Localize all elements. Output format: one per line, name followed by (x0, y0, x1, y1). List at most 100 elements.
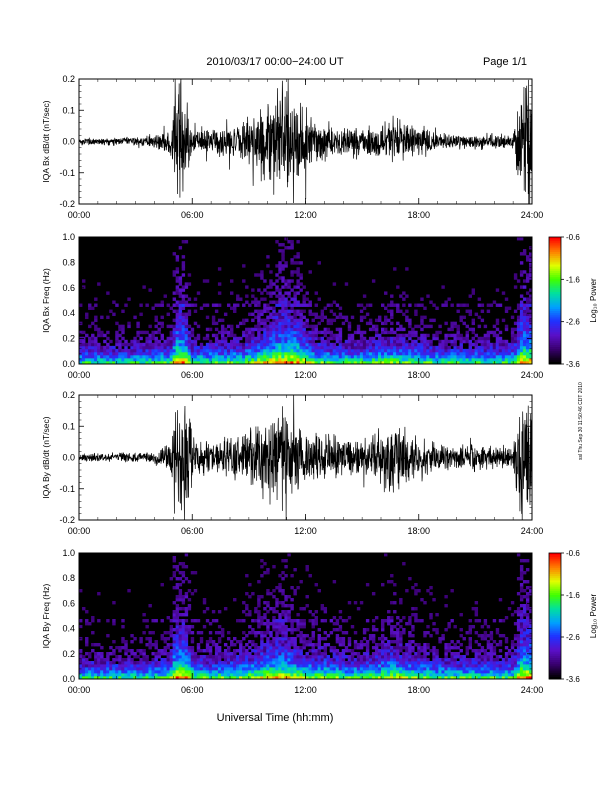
spectrogram-cell (411, 646, 415, 650)
spectrogram-cell (414, 333, 418, 338)
spectrogram-cell (510, 655, 515, 659)
spectrogram-cell (190, 661, 195, 665)
spectrogram-cell (368, 339, 373, 344)
spectrogram-cell (202, 676, 207, 680)
spectrogram-cell (498, 673, 503, 677)
spectrogram-cell (157, 664, 161, 668)
spectrogram-cell (275, 300, 279, 304)
spectrogram-cell (468, 351, 472, 356)
spectrogram-cell (193, 676, 198, 680)
colorbar-segment (549, 557, 561, 560)
spectrogram-cell (390, 294, 394, 298)
spectrogram-cell (293, 360, 297, 365)
spectrogram-cell (151, 348, 155, 353)
spectrogram-cell (405, 661, 409, 665)
spectrogram-cell (293, 655, 297, 659)
spectrogram-cell (483, 348, 488, 353)
spectrogram-cell (290, 607, 294, 611)
spectrogram-cell (420, 318, 424, 323)
spectrogram-cell (251, 333, 255, 338)
spectrogram-cell (100, 670, 104, 674)
spectrogram-cell (290, 297, 294, 301)
spectrogram-cell (202, 655, 207, 659)
spectrogram-cell (329, 342, 334, 347)
spectrogram-cell (124, 360, 128, 365)
spectrogram-cell (501, 351, 506, 356)
y-tick-label: -0.1 (59, 168, 75, 178)
spectrogram-cell (296, 312, 300, 317)
spectrogram-cell (308, 336, 312, 341)
spectrogram-cell (82, 351, 86, 356)
spectrogram-cell (148, 351, 152, 356)
spectrogram-cell (447, 360, 451, 365)
spectrogram-cell (260, 619, 264, 623)
spectrogram-cell (447, 673, 451, 677)
spectrogram-cell (311, 318, 315, 323)
spectrogram-cell (438, 661, 442, 665)
spectrogram-cell (208, 652, 213, 656)
spectrogram-cell (148, 670, 152, 674)
spectrogram-cell (272, 640, 276, 644)
spectrogram-cell (396, 670, 400, 674)
spectrogram-cell (441, 339, 445, 344)
spectrogram-cell (181, 637, 186, 641)
spectrogram-cell (94, 667, 98, 671)
spectrogram-cell (287, 291, 291, 295)
spectrogram-cell (377, 351, 382, 356)
spectrogram-cell (202, 601, 207, 605)
spectrogram-cell (320, 315, 325, 320)
spectrogram-cell (269, 342, 273, 347)
spectrogram-cell (468, 619, 472, 623)
spectrogram-cell (432, 676, 436, 680)
spectrogram-cell (100, 354, 104, 359)
spectrogram-cell (293, 333, 297, 338)
spectrogram-cell (507, 607, 512, 611)
spectrogram-cell (296, 613, 300, 617)
spectrogram-cell (323, 306, 328, 310)
x-tick-label: 12:00 (294, 526, 317, 536)
spectrogram-cell (471, 658, 476, 662)
spectrogram-cell (504, 652, 509, 656)
spectrogram-cell (187, 345, 192, 350)
spectrogram-cell (199, 640, 204, 644)
spectrogram-cell (248, 303, 252, 307)
spectrogram-cell (374, 661, 379, 665)
spectrogram-cell (208, 637, 213, 641)
spectrogram-cell (82, 673, 86, 677)
spectrogram-cell (525, 619, 530, 623)
spectrogram-cell (519, 640, 524, 644)
spectrogram-cell (269, 658, 273, 662)
spectrogram-cell (178, 619, 183, 623)
spectrogram-cell (332, 282, 337, 286)
x-axis-title: Universal Time (hh:mm) (217, 712, 334, 724)
spectrogram-cell (142, 357, 146, 362)
spectrogram-cell (308, 324, 312, 329)
spectrogram-cell (314, 324, 318, 329)
spectrogram-cell (317, 348, 321, 353)
spectrogram-cell (495, 676, 500, 680)
spectrogram-cell (528, 318, 533, 323)
spectrogram-cell (199, 649, 204, 653)
spectrogram-cell (314, 312, 318, 317)
spectrogram-cell (181, 640, 186, 644)
spectrogram-cell (287, 673, 291, 677)
spectrogram-cell (236, 357, 240, 362)
spectrogram-cell (148, 676, 152, 680)
spectrogram-cell (489, 634, 494, 638)
spectrogram-cell (368, 321, 373, 326)
spectrogram-cell (381, 348, 385, 353)
spectrogram-cell (374, 655, 379, 659)
spectrogram-cell (260, 667, 264, 671)
spectrogram-cell (79, 303, 83, 307)
x-tick-label: 06:00 (181, 210, 204, 220)
spectrogram-cell (109, 661, 113, 665)
spectrogram-cell (492, 348, 497, 353)
spectrogram-cell (323, 360, 328, 365)
spectrogram-cell (528, 676, 533, 680)
spectrogram-cell (459, 336, 463, 341)
spectrogram-cell (384, 637, 388, 641)
spectrogram-cell (510, 327, 515, 332)
spectrogram-cell (344, 339, 349, 344)
spectrogram-cell (230, 655, 234, 659)
spectrogram-cell (178, 643, 183, 647)
